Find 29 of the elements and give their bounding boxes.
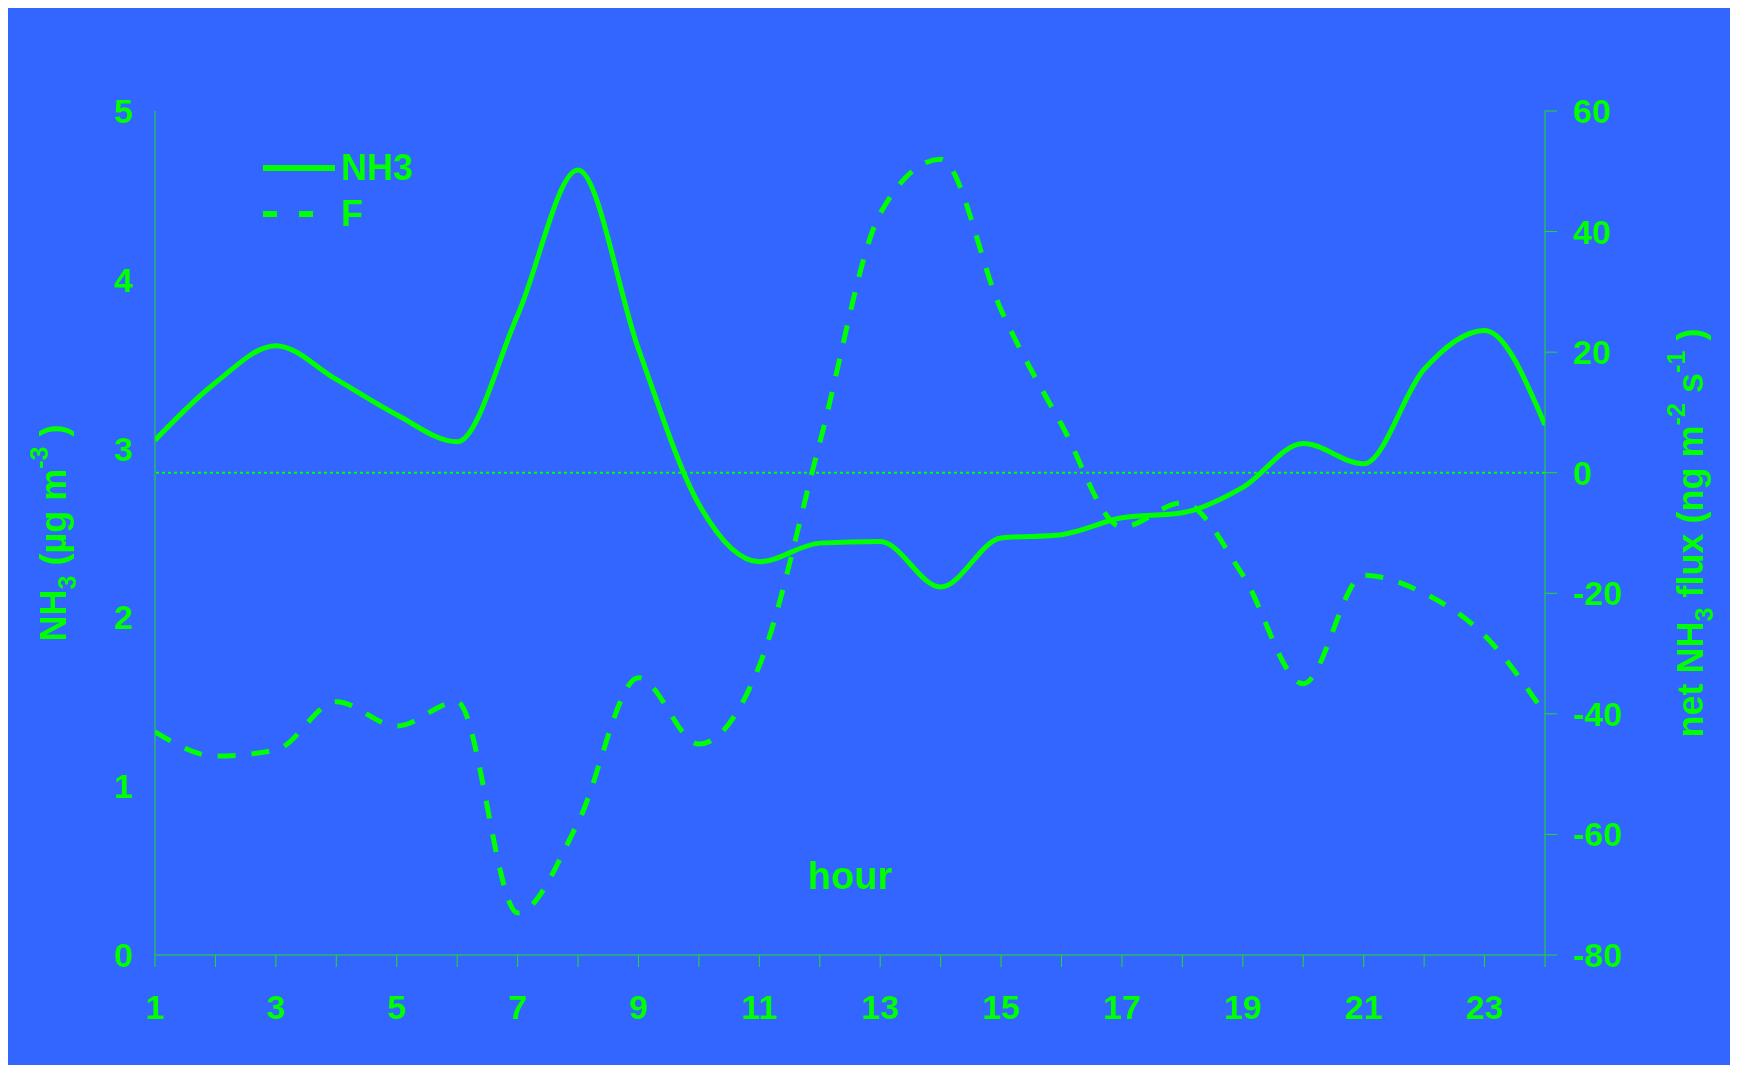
x-axis-title: hour xyxy=(807,855,893,897)
x-tick-label: 15 xyxy=(982,988,1020,1027)
y-tick-label: 1 xyxy=(114,767,133,806)
x-tick-label: 5 xyxy=(387,988,407,1027)
x-tick-label: 23 xyxy=(1465,988,1504,1027)
x-tick-label: 11 xyxy=(741,988,778,1027)
y-tick-label: 2 xyxy=(114,598,133,637)
legend-label: NH3 xyxy=(341,147,414,189)
x-tick-label: 21 xyxy=(1344,988,1383,1027)
x-tick-label: 13 xyxy=(861,988,900,1027)
x-tick-label: 19 xyxy=(1223,988,1262,1027)
x-tick-label: 7 xyxy=(508,988,528,1027)
y2-tick-label: 40 xyxy=(1573,212,1611,251)
y2-tick-label: -60 xyxy=(1573,815,1623,854)
legend-label: F xyxy=(341,193,363,235)
y-tick-label: 5 xyxy=(114,92,133,131)
x-tick-label: 1 xyxy=(145,988,165,1027)
y-tick-label: 4 xyxy=(114,260,134,299)
y-tick-label: 3 xyxy=(114,429,133,468)
y2-tick-label: 0 xyxy=(1573,453,1592,492)
y2-tick-label: -20 xyxy=(1573,574,1623,613)
y2-tick-label: -40 xyxy=(1573,694,1623,733)
y2-tick-label: 60 xyxy=(1573,92,1611,131)
y-tick-label: 0 xyxy=(114,936,133,975)
x-tick-label: 3 xyxy=(266,988,286,1027)
y2-tick-label: -80 xyxy=(1573,936,1623,975)
x-tick-label: 9 xyxy=(629,988,648,1027)
y2-tick-label: 20 xyxy=(1573,333,1611,372)
x-tick-label: 17 xyxy=(1103,988,1141,1027)
